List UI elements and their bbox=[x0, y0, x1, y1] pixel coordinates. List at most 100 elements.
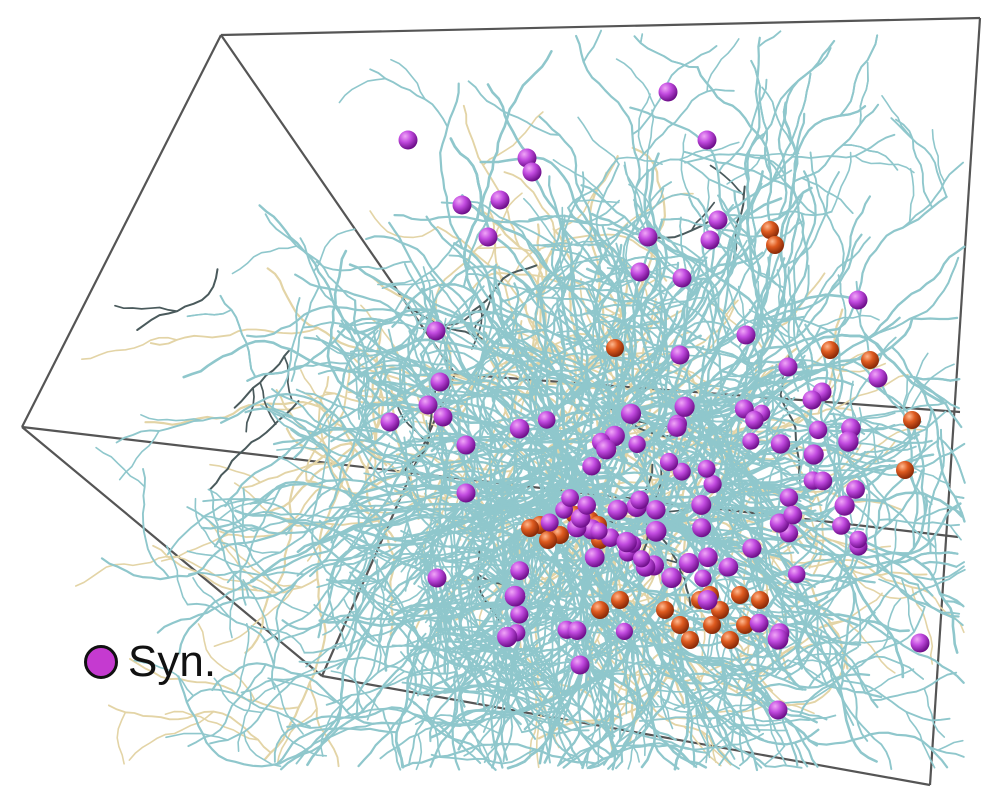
dendrite-branch bbox=[834, 648, 869, 742]
synapse-marker bbox=[567, 621, 587, 640]
synapse-marker bbox=[698, 547, 718, 568]
dendrite-branch bbox=[735, 659, 790, 697]
dendrite-branch bbox=[371, 380, 515, 398]
synapse-marker bbox=[848, 290, 868, 310]
dendrite-branch bbox=[688, 196, 730, 258]
dendrite-branch bbox=[251, 667, 316, 704]
dendrite-branch bbox=[839, 34, 879, 117]
dendrite-branch bbox=[787, 218, 805, 343]
dendrite-branch bbox=[400, 519, 438, 573]
synapse-marker bbox=[616, 531, 637, 553]
dendrite-branch bbox=[100, 521, 298, 581]
dendrite-branch bbox=[296, 550, 375, 577]
synapse-marker bbox=[678, 552, 700, 574]
synapse-marker bbox=[659, 452, 679, 472]
dendrite-branch bbox=[327, 409, 336, 456]
dendrite-branch bbox=[835, 442, 891, 525]
dendrite-branch bbox=[266, 402, 340, 491]
dendrite-branch bbox=[366, 670, 406, 721]
dendrite-branch bbox=[403, 544, 461, 568]
synapse-marker bbox=[596, 439, 617, 460]
synapse-marker bbox=[832, 516, 851, 535]
synapse-marker bbox=[615, 622, 634, 641]
dendrite-branch bbox=[186, 506, 262, 534]
dendrite-branch bbox=[580, 471, 688, 486]
dendrite-branch bbox=[252, 515, 369, 532]
dendrite-branch bbox=[241, 487, 285, 592]
dendrite-branch bbox=[462, 498, 551, 518]
dendrite-branch bbox=[298, 656, 415, 675]
other-marker bbox=[731, 586, 749, 604]
dendrite-branch bbox=[369, 380, 414, 396]
dendrite-branch bbox=[685, 703, 755, 726]
dendrite-branch bbox=[357, 374, 365, 420]
dendrite-branch bbox=[622, 181, 673, 275]
synapse-marker bbox=[452, 195, 472, 215]
dendrite-branch bbox=[379, 710, 504, 760]
dendrite-branch bbox=[754, 548, 834, 621]
dendrite-branch bbox=[188, 570, 306, 577]
dendrite-branch bbox=[661, 661, 820, 746]
dendrite-branch bbox=[427, 400, 461, 586]
dendrite-branch bbox=[213, 677, 263, 714]
dendrite-branch bbox=[955, 561, 966, 568]
dendrite-branch bbox=[836, 687, 893, 771]
dendrite-branch bbox=[264, 213, 357, 302]
dendrite-branch bbox=[718, 671, 774, 680]
dendrite-branch bbox=[600, 224, 620, 347]
synapse-marker bbox=[692, 518, 712, 538]
dendrite-branch bbox=[646, 701, 732, 766]
dendrite-branch bbox=[953, 495, 965, 499]
dendrite-branch bbox=[144, 401, 375, 488]
dendrite-branch bbox=[819, 637, 892, 645]
dendrite-branch bbox=[286, 361, 350, 373]
dendrite-branch bbox=[400, 651, 436, 695]
dendrite-branch bbox=[530, 318, 629, 389]
synapse-marker bbox=[745, 410, 764, 430]
dendrite-branch bbox=[876, 256, 960, 335]
dendrite-branch bbox=[562, 199, 620, 223]
dendrite-branch bbox=[715, 629, 736, 760]
dendrite-branch bbox=[209, 463, 262, 484]
dendrite-branch bbox=[949, 524, 962, 541]
dendrite-branch bbox=[668, 655, 715, 745]
dendrite-branch bbox=[408, 633, 419, 689]
dendrite-branch bbox=[876, 256, 960, 335]
dendrite-branch bbox=[705, 717, 713, 764]
dendrite-branch bbox=[390, 58, 426, 101]
dendrite-branch bbox=[685, 256, 708, 326]
dendrite-branch bbox=[209, 673, 302, 745]
dendrite-branch bbox=[471, 533, 545, 595]
synapse-marker bbox=[719, 557, 739, 577]
dendrite-branch bbox=[613, 744, 713, 753]
dendrite-branch bbox=[910, 363, 955, 409]
dendrite-branch bbox=[229, 574, 235, 639]
dendrite-branch bbox=[613, 152, 669, 443]
dendrite-branch bbox=[381, 708, 402, 771]
dendrite-branch bbox=[550, 248, 606, 279]
dendrite-branch bbox=[327, 543, 374, 652]
dendrite-branch bbox=[654, 645, 818, 724]
dendrite-branch bbox=[129, 657, 300, 710]
dendrite-branch bbox=[940, 611, 961, 615]
synapse-marker bbox=[661, 567, 682, 588]
dendrite-branch bbox=[336, 504, 460, 670]
dendrite-branch bbox=[626, 187, 665, 239]
dendrite-branch bbox=[403, 436, 448, 563]
dendrite-branch bbox=[657, 691, 725, 708]
dendrite-branch bbox=[365, 235, 551, 364]
synapse-marker bbox=[456, 435, 476, 455]
other-marker bbox=[591, 601, 609, 619]
other-marker bbox=[656, 601, 674, 619]
dendrite-branch bbox=[272, 403, 374, 446]
dendrite-branch bbox=[614, 544, 632, 578]
dendrite-branch bbox=[538, 285, 599, 389]
dendrite-branch bbox=[569, 695, 617, 771]
dendrite-branch bbox=[787, 659, 821, 679]
dendrite-branch bbox=[273, 725, 298, 763]
dendrite-branch bbox=[847, 566, 918, 600]
synapse-marker bbox=[691, 494, 712, 515]
dendrite-branch bbox=[439, 498, 523, 539]
dendrite-branch bbox=[477, 642, 560, 699]
dendrite-branch bbox=[349, 571, 416, 649]
